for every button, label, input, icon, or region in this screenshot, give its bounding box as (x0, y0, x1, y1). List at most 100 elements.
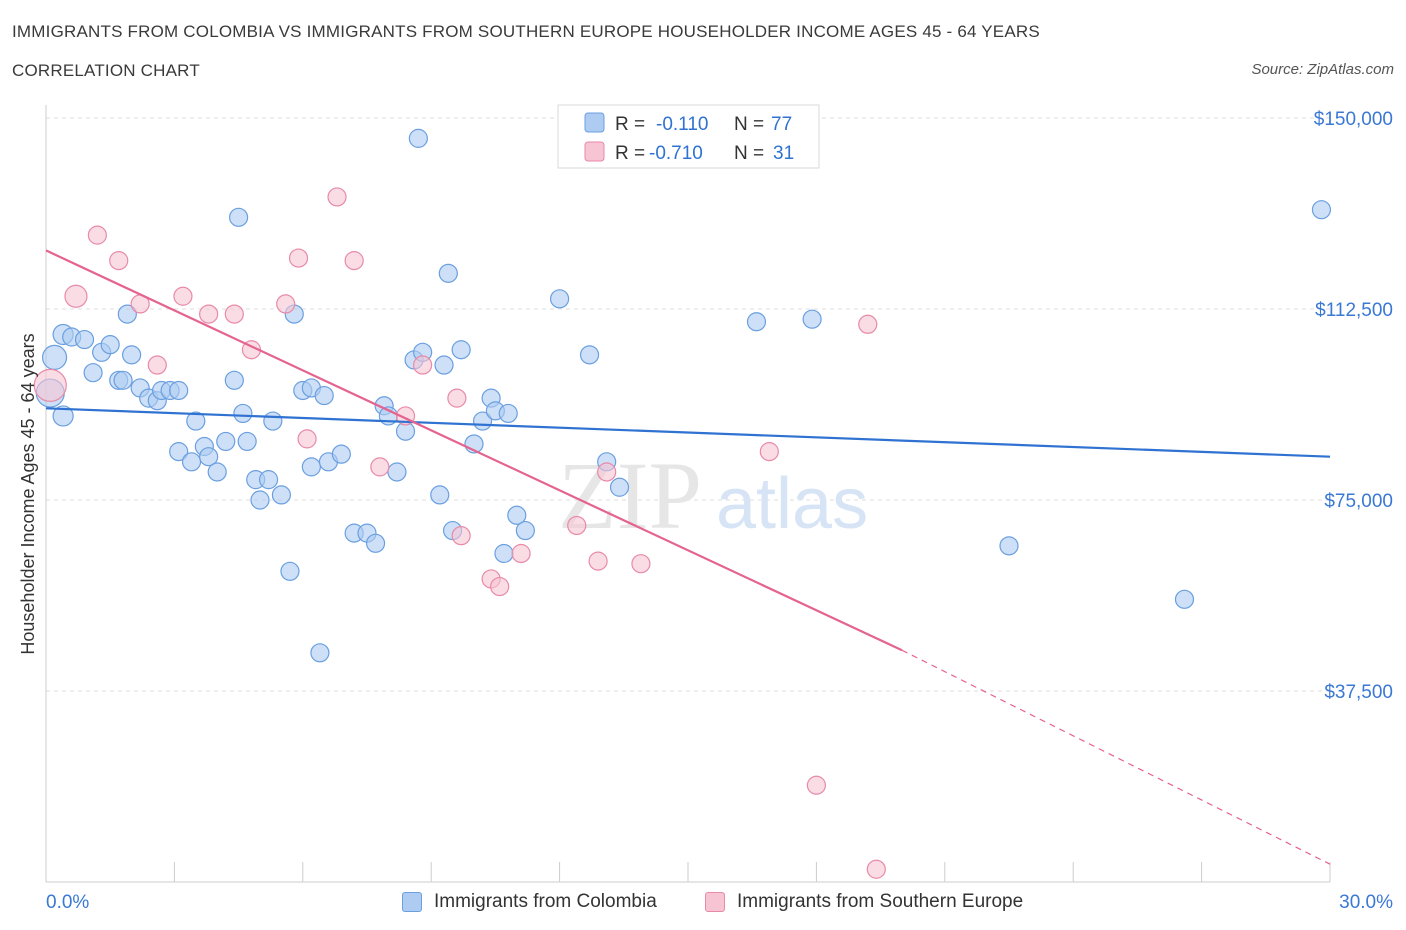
point-colombia (1311, 200, 1332, 220)
point-southern-europe (173, 286, 193, 306)
point-colombia (113, 370, 133, 390)
point-southern-europe (109, 251, 129, 271)
legend-r-value-pink: -0.710 (649, 143, 703, 164)
point-colombia (507, 505, 527, 525)
point-colombia (229, 207, 249, 227)
point-colombia (271, 485, 291, 505)
point-colombia (100, 335, 120, 355)
point-colombia (258, 470, 279, 490)
legend-swatch-colombia (402, 892, 422, 912)
point-colombia (451, 340, 471, 360)
point-colombia (169, 380, 189, 401)
legend-item-southern-europe: Immigrants from Southern Europe (705, 888, 1023, 916)
y-tick-label: $150,000 (1314, 109, 1393, 130)
point-colombia (83, 363, 103, 383)
trendline-southern-europe-extension (901, 649, 1331, 865)
point-colombia (237, 431, 257, 452)
point-southern-europe (451, 526, 471, 546)
point-colombia (233, 403, 253, 424)
chart-title: IMMIGRANTS FROM COLOMBIA VS IMMIGRANTS F… (12, 22, 1040, 41)
x-tick-label: 30.0% (1339, 892, 1393, 913)
point-colombia (314, 385, 334, 406)
point-southern-europe (858, 314, 878, 334)
point-colombia (387, 462, 407, 482)
watermark-atlas: atlas (716, 464, 868, 544)
trendline-southern-europe (45, 249, 903, 652)
stats-legend: R = -0.110 N = 77 R = -0.710 N = 31 (557, 104, 820, 169)
point-southern-europe (224, 304, 244, 324)
grid-lines (46, 117, 1330, 692)
point-colombia (999, 536, 1019, 556)
legend-r-label-pink: R = (615, 143, 645, 164)
point-southern-europe (370, 457, 390, 477)
source-label: Source: ZipAtlas.com (1251, 61, 1394, 78)
chart-subtitle: CORRELATION CHART (12, 61, 200, 80)
trend-lines (45, 249, 1331, 865)
point-southern-europe (64, 284, 88, 308)
point-southern-europe (413, 355, 433, 375)
point-colombia (199, 447, 219, 467)
point-colombia (280, 561, 300, 581)
point-southern-europe (288, 248, 309, 268)
point-colombia (746, 312, 767, 332)
point-southern-europe (297, 429, 317, 449)
point-southern-europe (567, 515, 587, 536)
point-southern-europe (344, 251, 364, 271)
legend-swatch-pink (584, 141, 605, 162)
point-southern-europe (147, 355, 167, 375)
legend-item-colombia: Immigrants from Colombia (402, 888, 657, 916)
tick-labels: $37,500 $75,000 $112,500 $150,000 0.0% 30.0% (46, 109, 1393, 913)
trendline-colombia (45, 407, 1331, 458)
point-colombia (207, 462, 227, 482)
point-southern-europe (490, 576, 510, 597)
point-colombia (181, 452, 202, 472)
point-southern-europe (327, 187, 347, 207)
y-tick-label: $37,500 (1324, 682, 1393, 703)
series-southern-europe-points (33, 187, 886, 879)
point-colombia (310, 643, 330, 663)
legend-label-southern-europe: Immigrants from Southern Europe (737, 891, 1024, 912)
y-tick-label: $112,500 (1315, 300, 1393, 321)
legend-swatch-southern-europe (705, 892, 725, 912)
legend-swatch-blue (584, 112, 605, 133)
point-colombia (186, 411, 206, 431)
point-southern-europe (597, 462, 617, 482)
point-southern-europe (588, 551, 608, 571)
legend-n-label-pink: N = (734, 143, 764, 164)
point-colombia (430, 485, 450, 505)
point-colombia (216, 431, 236, 452)
point-colombia (498, 403, 518, 424)
point-southern-europe (631, 554, 651, 574)
point-colombia (224, 370, 244, 390)
point-colombia (250, 490, 270, 510)
point-colombia (549, 289, 570, 309)
legend-r-label-blue: R = (615, 114, 645, 135)
x-tick-label: 0.0% (46, 892, 89, 913)
point-colombia (74, 329, 95, 350)
point-colombia (41, 344, 68, 370)
y-axis-label: Householder Income Ages 45 - 64 years (18, 333, 38, 654)
y-tick-label: $75,000 (1324, 491, 1393, 512)
point-colombia (52, 405, 74, 427)
point-colombia (117, 304, 137, 324)
series-colombia-points (35, 128, 1332, 663)
point-colombia (434, 355, 454, 375)
legend-label-colombia: Immigrants from Colombia (434, 891, 657, 912)
axes (45, 105, 1331, 883)
point-colombia (802, 309, 822, 329)
point-colombia (579, 345, 600, 365)
point-colombia (301, 457, 321, 477)
legend-r-value-blue: -0.110 (656, 114, 708, 135)
legend-n-value-pink: 31 (773, 143, 794, 164)
legend-n-label-blue: N = (734, 114, 764, 135)
point-colombia (331, 444, 351, 464)
point-southern-europe (33, 368, 67, 402)
point-southern-europe (866, 859, 886, 879)
point-southern-europe (806, 775, 827, 795)
point-colombia (263, 411, 283, 431)
point-southern-europe (199, 304, 219, 324)
bottom-legend: Immigrants from Colombia Immigrants from… (0, 888, 1406, 918)
point-colombia (1174, 589, 1195, 609)
point-colombia (515, 520, 535, 541)
